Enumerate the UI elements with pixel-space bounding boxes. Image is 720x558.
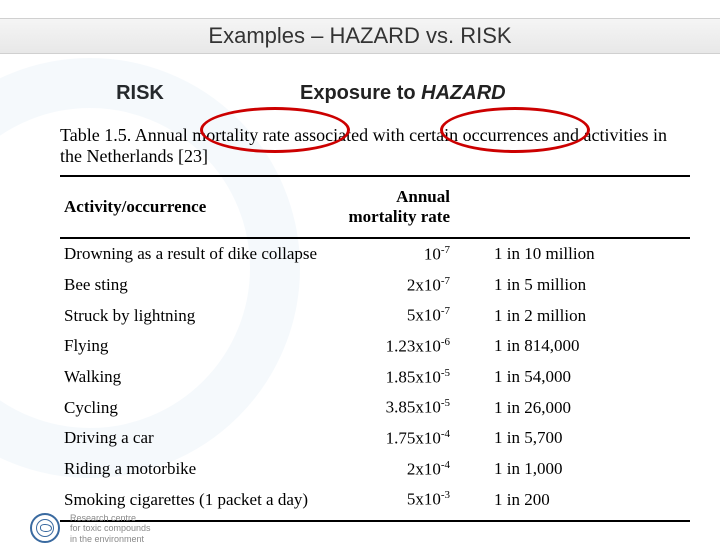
cell-rate-odds: 1 in 10 million — [490, 238, 690, 270]
cell-rate-odds: 1 in 2 million — [490, 300, 690, 331]
header-activity: Activity/occurrence — [60, 176, 340, 238]
subtitle-exposure-prefix: Exposure to — [300, 82, 421, 104]
cell-rate-odds: 1 in 1,000 — [490, 454, 690, 485]
header-rate: Annual mortality rate — [340, 176, 490, 238]
subtitle-exposure-hazard: HAZARD — [421, 82, 505, 104]
cell-rate-scientific: 3.85x10-5 — [340, 392, 490, 423]
header-odds-blank — [490, 176, 690, 238]
cell-activity: Bee sting — [60, 270, 340, 301]
table-row: Smoking cigarettes (1 packet a day)5x10-… — [60, 484, 690, 521]
table-row: Riding a motorbike2x10-41 in 1,000 — [60, 454, 690, 485]
table-row: Walking1.85x10-51 in 54,000 — [60, 362, 690, 393]
logo-icon — [30, 513, 60, 543]
footer-line3: in the environment — [70, 534, 151, 544]
cell-rate-scientific: 1.23x10-6 — [340, 331, 490, 362]
footer: Research centre for toxic compounds in t… — [30, 513, 151, 544]
table-row: Drowning as a result of dike collapse10-… — [60, 238, 690, 270]
footer-line2: for toxic compounds — [70, 523, 151, 533]
cell-activity: Cycling — [60, 392, 340, 423]
cell-rate-odds: 1 in 5,700 — [490, 423, 690, 454]
footer-text: Research centre for toxic compounds in t… — [70, 513, 151, 544]
subtitle-exposure: Exposure to HAZARD — [240, 82, 680, 105]
cell-rate-odds: 1 in 26,000 — [490, 392, 690, 423]
table-header-row: Activity/occurrence Annual mortality rat… — [60, 176, 690, 238]
cell-rate-scientific: 1.85x10-5 — [340, 362, 490, 393]
table-row: Driving a car1.75x10-41 in 5,700 — [60, 423, 690, 454]
cell-rate-scientific: 2x10-4 — [340, 454, 490, 485]
cell-rate-odds: 1 in 200 — [490, 484, 690, 521]
cell-rate-scientific: 1.75x10-4 — [340, 423, 490, 454]
table-row: Cycling3.85x10-51 in 26,000 — [60, 392, 690, 423]
cell-rate-scientific: 5x10-3 — [340, 484, 490, 521]
cell-rate-odds: 1 in 5 million — [490, 270, 690, 301]
table-caption: Table 1.5. Annual mortality rate associa… — [60, 125, 690, 167]
cell-activity: Riding a motorbike — [60, 454, 340, 485]
cell-activity: Driving a car — [60, 423, 340, 454]
slide-title: Examples – HAZARD vs. RISK — [208, 23, 511, 49]
title-bar: Examples – HAZARD vs. RISK — [0, 18, 720, 54]
table-row: Bee sting2x10-71 in 5 million — [60, 270, 690, 301]
table-row: Flying1.23x10-61 in 814,000 — [60, 331, 690, 362]
table-row: Struck by lightning5x10-71 in 2 million — [60, 300, 690, 331]
cell-rate-odds: 1 in 814,000 — [490, 331, 690, 362]
cell-rate-odds: 1 in 54,000 — [490, 362, 690, 393]
cell-activity: Drowning as a result of dike collapse — [60, 238, 340, 270]
cell-rate-scientific: 2x10-7 — [340, 270, 490, 301]
mortality-table: Activity/occurrence Annual mortality rat… — [60, 175, 690, 522]
cell-activity: Flying — [60, 331, 340, 362]
cell-activity: Struck by lightning — [60, 300, 340, 331]
cell-rate-scientific: 5x10-7 — [340, 300, 490, 331]
footer-line1: Research centre — [70, 513, 151, 523]
table-figure: Table 1.5. Annual mortality rate associa… — [60, 125, 690, 522]
cell-rate-scientific: 10-7 — [340, 238, 490, 270]
cell-activity: Walking — [60, 362, 340, 393]
